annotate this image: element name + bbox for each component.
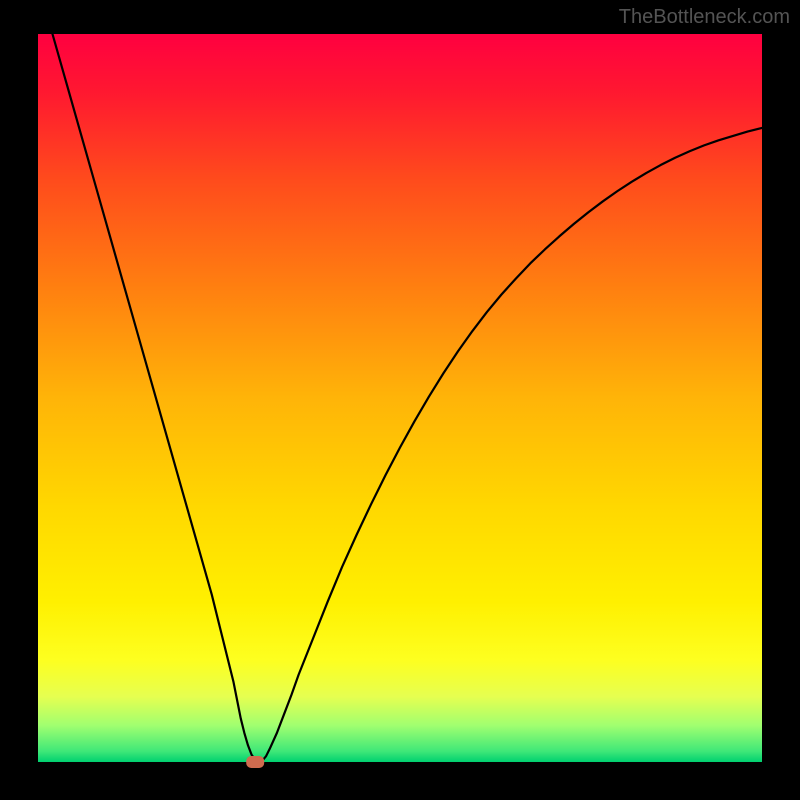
plot-background	[38, 34, 762, 762]
chart-container: { "watermark": { "text": "TheBottleneck.…	[0, 0, 800, 800]
minimum-marker	[246, 756, 264, 768]
bottleneck-chart	[0, 0, 800, 800]
watermark-text: TheBottleneck.com	[619, 6, 790, 29]
